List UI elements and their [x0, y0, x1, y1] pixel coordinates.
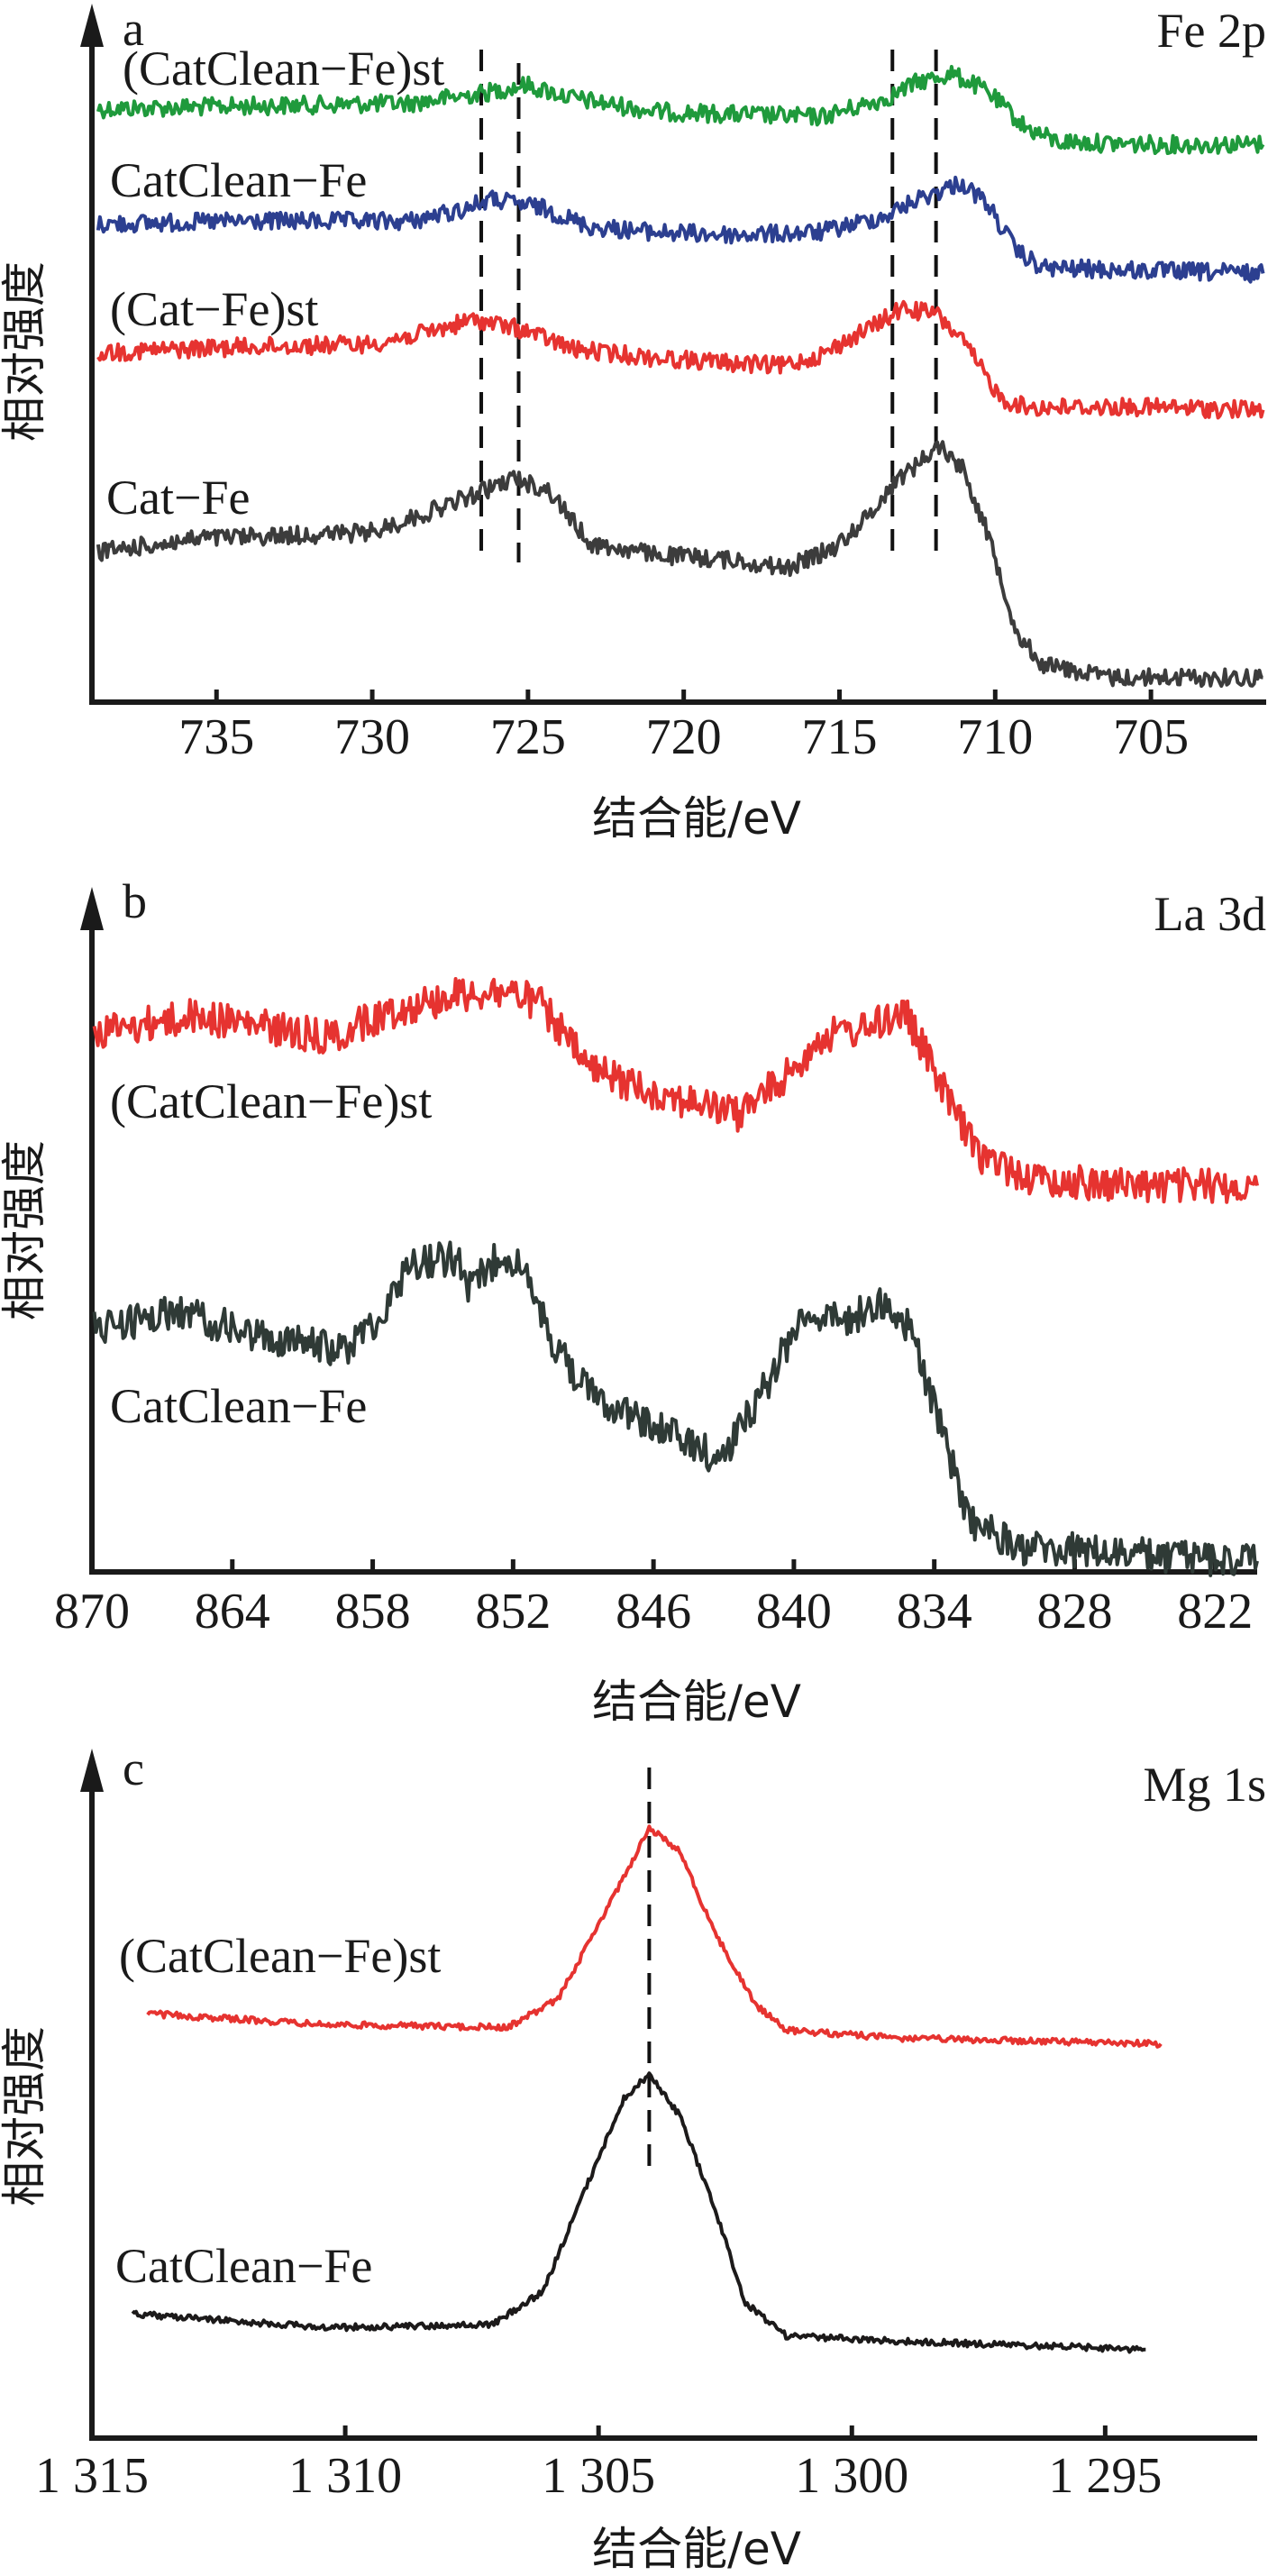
x-tick-label: 735	[178, 709, 254, 765]
panel-annotation: Fe 2p	[1157, 4, 1267, 58]
series-line-1	[92, 1240, 1259, 1577]
panel-annotation: Mg 1s	[1143, 1758, 1266, 1812]
panel-letter: b	[123, 874, 147, 928]
series-line-1	[131, 2071, 1146, 2354]
x-tick-label: 840	[756, 1584, 832, 1640]
panel-letter: c	[123, 1741, 144, 1795]
series-line-2	[96, 299, 1265, 420]
series-label: CatClean−Fe	[110, 153, 367, 207]
x-tick-label: 834	[897, 1584, 972, 1640]
y-axis-label: 相对强度	[0, 1140, 50, 1320]
series-label: Cat−Fe	[106, 470, 250, 525]
panel-letter: a	[123, 2, 144, 56]
x-tick-label: 846	[616, 1584, 691, 1640]
y-axis-arrow-icon	[80, 887, 104, 930]
x-tick-label: 864	[195, 1584, 270, 1640]
panel-c: 1 315 1 310 1 305 1 300 1 295 (CatClean−Fe)st…	[0, 1741, 1266, 2575]
x-tick-label: 870	[54, 1584, 130, 1640]
y-axis-arrow-icon	[80, 4, 104, 47]
x-tick-label: 858	[335, 1584, 411, 1640]
x-tick-label: 852	[475, 1584, 551, 1640]
series-line-0	[146, 1824, 1163, 2049]
series-label: CatClean−Fe	[110, 1379, 367, 1433]
x-tick-label: 1 300	[795, 2448, 908, 2504]
series-label: (CatClean−Fe)st	[119, 1929, 441, 1983]
x-tick-label: 828	[1036, 1584, 1112, 1640]
series-line-0	[96, 65, 1265, 155]
y-axis-label: 相对强度	[0, 2026, 50, 2206]
panel-annotation: La 3d	[1154, 887, 1266, 941]
x-tick-label: 720	[646, 709, 722, 765]
x-tick-label: 1 295	[1048, 2448, 1162, 2504]
x-axis-label: 结合能/eV	[592, 792, 801, 845]
x-tick-label: 730	[334, 709, 410, 765]
x-tick-label: 715	[801, 709, 877, 765]
x-axis-label: 结合能/eV	[592, 1676, 801, 1728]
x-axis-label: 结合能/eV	[592, 2523, 801, 2575]
x-tick-label: 725	[490, 709, 566, 765]
x-tick-label: 710	[957, 709, 1033, 765]
series-line-3	[96, 440, 1263, 689]
series-line-0	[92, 977, 1259, 1204]
x-tick-label: 1 315	[35, 2448, 149, 2504]
series-line-1	[96, 175, 1265, 284]
y-axis-arrow-icon	[80, 1749, 104, 1792]
series-label: (CatClean−Fe)st	[110, 1074, 432, 1128]
x-tick-label: 1 310	[288, 2448, 402, 2504]
panel-b: 870 864 858 852 846 840 834 828 822 (CatClean−Fe)…	[0, 874, 1266, 1728]
y-axis-label: 相对强度	[0, 261, 50, 442]
series-label: (Cat−Fe)st	[110, 282, 318, 336]
x-tick-label: 822	[1177, 1584, 1253, 1640]
series-label: CatClean−Fe	[115, 2239, 372, 2293]
panel-a: 735 730 725 720 715 710 705 (CatClean−Fe)st CatC…	[0, 2, 1266, 845]
x-tick-label: 1 305	[542, 2448, 655, 2504]
series-label: (CatClean−Fe)st	[123, 41, 444, 96]
x-tick-label: 705	[1113, 709, 1189, 765]
